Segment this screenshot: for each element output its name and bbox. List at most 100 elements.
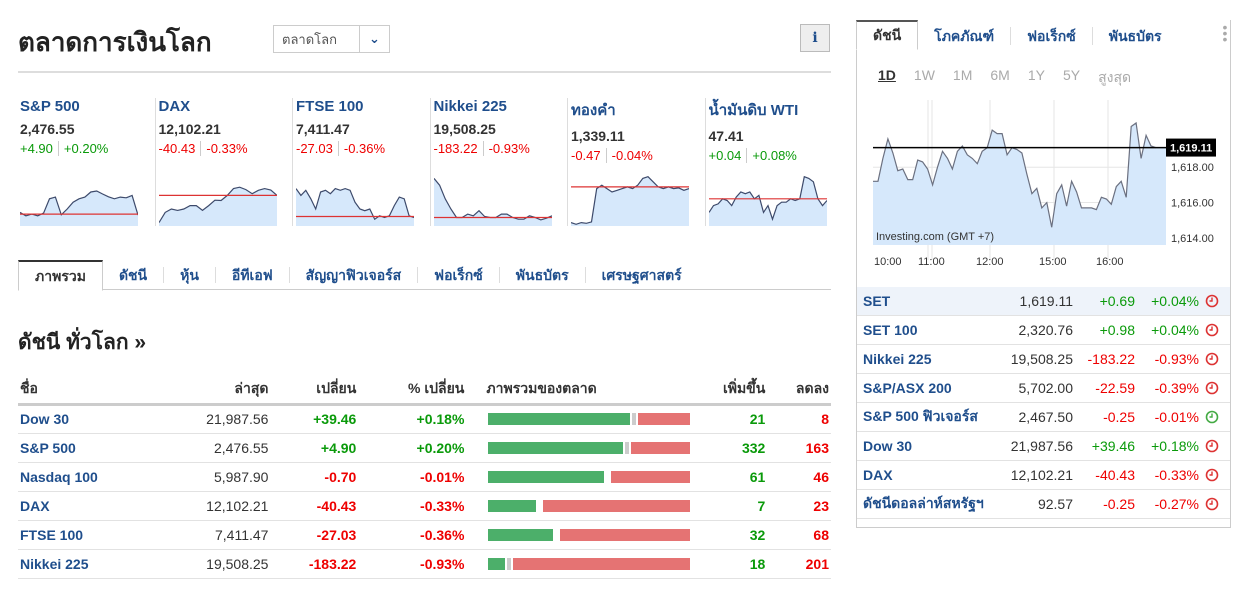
tile-value: 7,411.47 xyxy=(296,121,350,137)
side-row-name[interactable]: SET 100 xyxy=(863,322,918,338)
row-name[interactable]: Nikkei 225 xyxy=(18,549,170,579)
tile-pct: -0.36% xyxy=(337,141,385,156)
range-1Y[interactable]: 1Y xyxy=(1027,67,1045,83)
range-6M[interactable]: 6M xyxy=(990,67,1010,83)
sparkline-area xyxy=(158,187,277,226)
bar-unchanged xyxy=(504,557,513,570)
side-row-pct: -0.27% xyxy=(1154,496,1199,512)
range-1W[interactable]: 1W xyxy=(913,67,935,83)
quote-tile[interactable]: ทองคำ 1,339.11 -0.47 -0.04% xyxy=(567,98,704,226)
current-value-tag xyxy=(1166,138,1216,157)
y-tick-label: 1,616.00 xyxy=(1171,198,1214,210)
row-last: 7,411.47 xyxy=(169,520,271,550)
more-icon[interactable]: • • • xyxy=(1222,19,1228,47)
clock-icon xyxy=(1199,439,1225,453)
side-row-name[interactable]: ดัชนีดอลล่าห์สหรัฐฯ xyxy=(863,495,984,511)
row-change: -40.43 xyxy=(270,491,359,521)
info-icon[interactable]: i xyxy=(800,24,830,52)
col-adv: เพิ่มขึ้น xyxy=(716,376,768,406)
tab-2[interactable]: หุ้น xyxy=(163,266,215,283)
quote-tile[interactable]: Nikkei 225 19,508.25 -183.22 -0.93% xyxy=(429,98,567,226)
bar-declining xyxy=(607,470,691,483)
side-row-name[interactable]: SET xyxy=(863,293,891,309)
side-row-change: +0.69 xyxy=(1099,293,1135,309)
side-row-name[interactable]: Dow 30 xyxy=(863,438,913,454)
side-row-pct: +0.18% xyxy=(1151,438,1199,454)
tile-name[interactable]: DAX xyxy=(158,98,191,115)
clock-icon xyxy=(1199,352,1225,366)
tile-name[interactable]: ทองคำ xyxy=(571,102,616,119)
quote-tile[interactable]: น้ำมันดิบ WTI 47.41 +0.04 +0.08% xyxy=(704,98,842,226)
tab-0[interactable]: ภาพรวม xyxy=(18,260,103,291)
side-row-change: -0.25 xyxy=(1103,496,1135,512)
side-tab-3[interactable]: พันธบัตร xyxy=(1091,27,1178,45)
tile-name[interactable]: S&P 500 xyxy=(20,98,80,115)
side-row-value: 5,702.00 xyxy=(1018,380,1074,396)
sparkline-line xyxy=(296,187,414,221)
market-selector[interactable]: ตลาดโลก ⌄ xyxy=(273,25,390,53)
market-selector-value: ตลาดโลก xyxy=(282,31,337,47)
indices-table: ชื่อ ล่าสุด เปลี่ยน % เปลี่ยน ภาพรวมของต… xyxy=(18,376,831,579)
side-row-pct: -0.33% xyxy=(1154,467,1199,483)
tile-name[interactable]: Nikkei 225 xyxy=(433,98,507,115)
range-1M[interactable]: 1M xyxy=(952,67,973,83)
side-row-value: 2,467.50 xyxy=(1018,409,1074,425)
row-declining: 201 xyxy=(767,549,831,579)
row-declining: 23 xyxy=(767,491,831,521)
table-row: Nasdaq 100 5,987.90 -0.70 -0.01% 61 46 xyxy=(18,462,831,492)
side-tab-0[interactable]: ดัชนี xyxy=(856,20,919,50)
side-row-name[interactable]: S&P/ASX 200 xyxy=(863,380,952,396)
row-last: 19,508.25 xyxy=(169,549,271,579)
quote-tile[interactable]: DAX 12,102.21 -40.43 -0.33% xyxy=(154,98,292,226)
sparkline-line xyxy=(158,186,277,223)
tab-5[interactable]: ฟอเร็กซ์ xyxy=(417,266,499,283)
side-row-name[interactable]: Nikkei 225 xyxy=(863,351,932,367)
bar-advancing xyxy=(488,470,604,483)
tab-6[interactable]: พันธบัตร xyxy=(498,266,585,283)
quote-tile[interactable]: S&P 500 2,476.55 +4.90 +0.20% xyxy=(17,98,154,226)
row-declining: 46 xyxy=(767,462,831,492)
table-row: FTSE 100 7,411.47 -27.03 -0.36% 32 68 xyxy=(18,520,831,550)
row-name[interactable]: DAX xyxy=(18,491,170,521)
range-สูงสุด[interactable]: สูงสุด xyxy=(1098,69,1132,85)
tile-name[interactable]: น้ำมันดิบ WTI xyxy=(708,102,799,119)
x-tick-label: 15:00 xyxy=(1039,256,1067,268)
y-tick-label: 1,614.00 xyxy=(1171,233,1214,245)
side-row-name[interactable]: S&P 500 ฟิวเจอร์ส xyxy=(863,408,978,424)
quote-tile[interactable]: FTSE 100 7,411.47 -27.03 -0.36% xyxy=(292,98,429,226)
side-row-name[interactable]: DAX xyxy=(863,467,893,483)
chart-area xyxy=(873,123,1166,245)
side-row-change: -183.22 xyxy=(1087,351,1135,367)
side-tab-2[interactable]: ฟอเร็กซ์ xyxy=(1010,27,1092,45)
row-name[interactable]: S&P 500 xyxy=(18,433,170,463)
row-advancing: 61 xyxy=(716,462,768,492)
row-declining: 163 xyxy=(767,433,831,463)
tab-1[interactable]: ดัชนี xyxy=(118,266,148,283)
side-tab-1[interactable]: โภคภัณฑ์ xyxy=(934,28,995,44)
x-tick-label: 12:00 xyxy=(976,256,1004,268)
bar-declining xyxy=(512,557,691,570)
row-advancing: 18 xyxy=(716,549,768,579)
table-row: S&P 500 2,476.55 +4.90 +0.20% 332 163 xyxy=(18,433,831,463)
side-row-pct: -0.39% xyxy=(1154,380,1199,396)
clock-icon xyxy=(1199,381,1225,395)
sparkline xyxy=(571,176,689,226)
row-name[interactable]: FTSE 100 xyxy=(18,520,170,550)
row-pct: -0.93% xyxy=(358,549,467,579)
side-panel xyxy=(856,20,1231,528)
side-list-row: SET 1,619.11 +0.69 +0.04% xyxy=(857,287,1230,316)
range-5Y[interactable]: 5Y xyxy=(1062,67,1081,83)
row-name[interactable]: Dow 30 xyxy=(18,404,170,434)
sparkline-line xyxy=(708,175,827,222)
index-chart: 1,619.11 1,618.00 1,616.00 1,614.00 10:00 11:… xyxy=(873,100,1216,268)
row-last: 21,987.56 xyxy=(169,404,271,434)
tab-3[interactable]: อีทีเอฟ xyxy=(214,266,289,283)
bar-advancing xyxy=(488,499,536,512)
range-1D[interactable]: 1D xyxy=(878,67,896,83)
market-breadth-bar xyxy=(488,470,691,483)
section-title[interactable]: ดัชนี ทั่วโลก » xyxy=(18,331,147,354)
tile-name[interactable]: FTSE 100 xyxy=(296,98,364,115)
tab-4[interactable]: สัญญาฟิวเจอร์ส xyxy=(288,266,418,283)
row-name[interactable]: Nasdaq 100 xyxy=(18,462,170,492)
tab-7[interactable]: เศรษฐศาสตร์ xyxy=(584,266,698,283)
